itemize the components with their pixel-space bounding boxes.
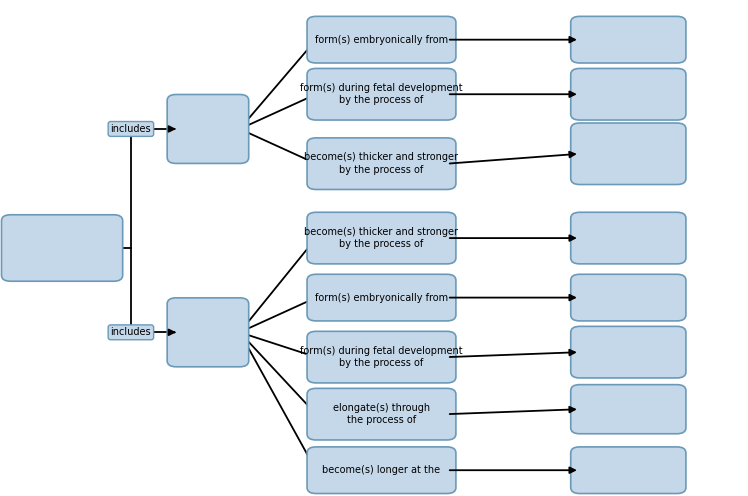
FancyBboxPatch shape xyxy=(571,212,686,264)
Text: includes: includes xyxy=(111,124,151,134)
Text: form(s) during fetal development
by the process of: form(s) during fetal development by the … xyxy=(300,83,463,106)
Text: become(s) longer at the: become(s) longer at the xyxy=(322,465,441,475)
FancyBboxPatch shape xyxy=(307,138,456,189)
FancyBboxPatch shape xyxy=(571,326,686,378)
Text: become(s) thicker and stronger
by the process of: become(s) thicker and stronger by the pr… xyxy=(304,152,459,175)
FancyBboxPatch shape xyxy=(307,447,456,494)
FancyBboxPatch shape xyxy=(307,274,456,321)
FancyBboxPatch shape xyxy=(571,123,686,185)
FancyBboxPatch shape xyxy=(307,388,456,440)
FancyBboxPatch shape xyxy=(307,16,456,63)
Text: form(s) during fetal development
by the process of: form(s) during fetal development by the … xyxy=(300,346,463,369)
FancyBboxPatch shape xyxy=(571,16,686,63)
Text: includes: includes xyxy=(111,327,151,337)
Text: become(s) thicker and stronger
by the process of: become(s) thicker and stronger by the pr… xyxy=(304,227,459,249)
FancyBboxPatch shape xyxy=(571,68,686,120)
FancyBboxPatch shape xyxy=(571,447,686,494)
FancyBboxPatch shape xyxy=(167,94,248,164)
FancyBboxPatch shape xyxy=(571,274,686,321)
FancyBboxPatch shape xyxy=(307,331,456,383)
Text: form(s) embryonically from: form(s) embryonically from xyxy=(315,293,448,303)
FancyBboxPatch shape xyxy=(571,385,686,434)
FancyBboxPatch shape xyxy=(307,212,456,264)
FancyBboxPatch shape xyxy=(1,215,123,281)
Text: elongate(s) through
the process of: elongate(s) through the process of xyxy=(333,403,430,426)
Text: form(s) embryonically from: form(s) embryonically from xyxy=(315,35,448,45)
FancyBboxPatch shape xyxy=(167,298,248,367)
FancyBboxPatch shape xyxy=(307,68,456,120)
